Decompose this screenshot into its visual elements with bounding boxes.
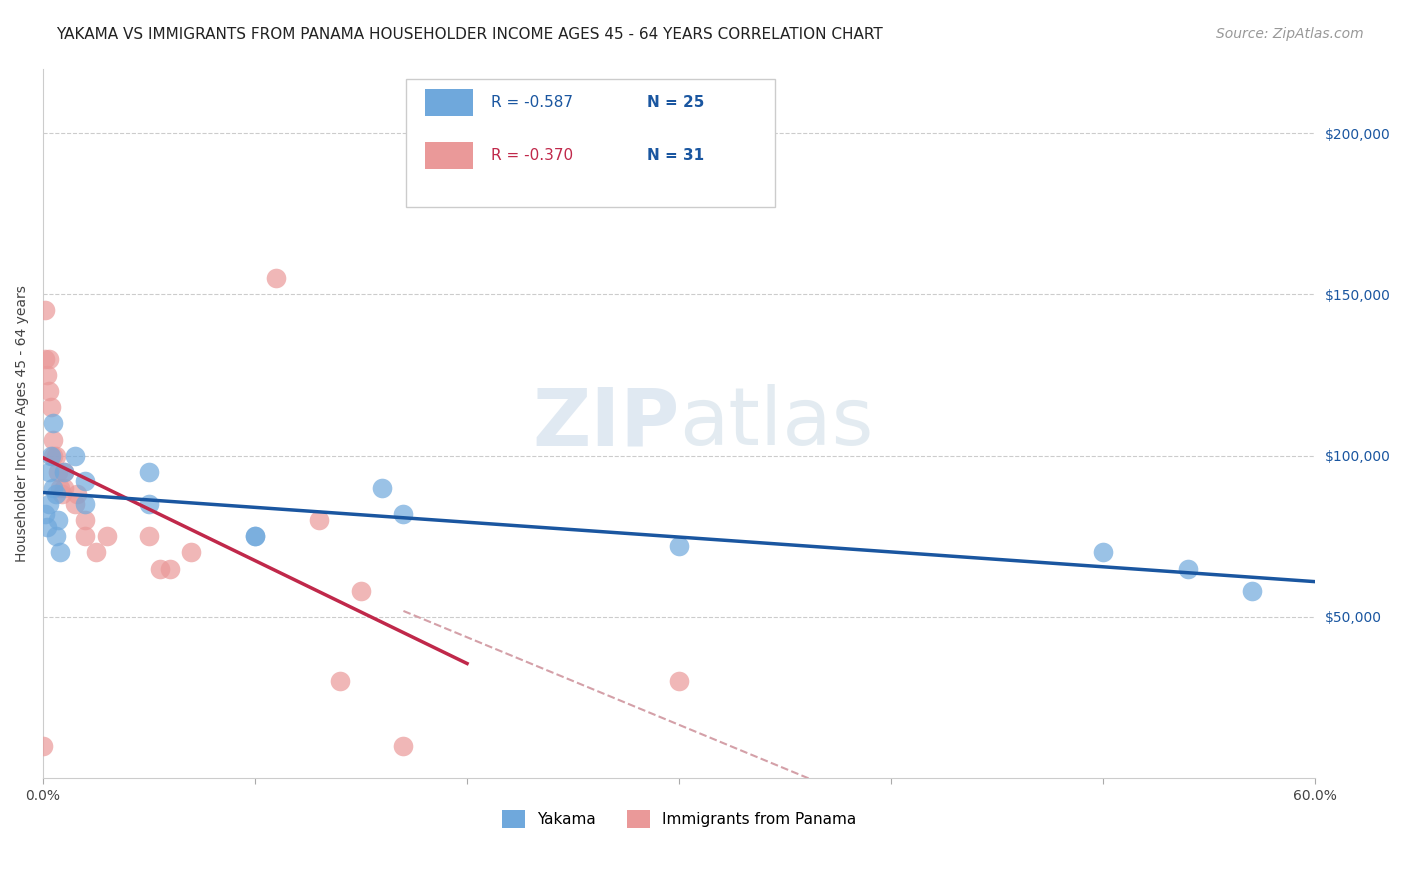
Point [138,497,160,511]
Point [46,513,69,527]
Text: R = -0.587: R = -0.587 [491,95,572,110]
Point [41,401,63,415]
Point [264,271,287,285]
Point [53,465,76,479]
Legend: Yakama, Immigrants from Panama: Yakama, Immigrants from Panama [496,804,862,834]
Point [42,481,65,495]
Point [1177,561,1199,575]
FancyBboxPatch shape [425,143,472,169]
Point [329,674,352,689]
Point [63,449,86,463]
Text: N = 31: N = 31 [647,148,704,163]
Point [37,519,59,533]
Point [138,529,160,543]
Point [63,497,86,511]
FancyBboxPatch shape [405,79,775,207]
Point [392,507,415,521]
Point [45,529,67,543]
Y-axis label: Householder Income Ages 45 - 64 years: Householder Income Ages 45 - 64 years [15,285,30,562]
Point [350,584,373,599]
Point [668,539,690,553]
Point [180,545,202,559]
Point [75,475,97,489]
Text: atlas: atlas [679,384,873,462]
Point [1092,545,1115,559]
Point [148,561,170,575]
Point [243,529,266,543]
Point [32,739,55,753]
Point [66,487,89,501]
Point [75,497,97,511]
Point [668,674,690,689]
Point [42,449,65,463]
Point [159,561,181,575]
Point [75,513,97,527]
Point [138,465,160,479]
Point [34,351,56,366]
Point [243,529,266,543]
Point [51,487,73,501]
Point [49,545,72,559]
Point [38,497,60,511]
Point [45,487,67,501]
Point [34,303,56,318]
Text: ZIP: ZIP [531,384,679,462]
Point [45,449,67,463]
Point [34,507,56,521]
Text: N = 25: N = 25 [647,95,704,110]
Point [38,384,60,398]
Point [96,529,118,543]
Point [37,368,59,382]
Point [42,417,65,431]
FancyBboxPatch shape [425,89,472,116]
Point [1240,584,1263,599]
Point [308,513,330,527]
Point [75,529,97,543]
Point [53,481,76,495]
Point [42,433,65,447]
Point [49,481,72,495]
Point [38,351,60,366]
Point [392,739,415,753]
Point [53,465,76,479]
Point [38,465,60,479]
Text: YAKAMA VS IMMIGRANTS FROM PANAMA HOUSEHOLDER INCOME AGES 45 - 64 YEARS CORRELATI: YAKAMA VS IMMIGRANTS FROM PANAMA HOUSEHO… [56,27,883,42]
Point [84,545,107,559]
Text: R = -0.370: R = -0.370 [491,148,572,163]
Point [41,449,63,463]
Text: Source: ZipAtlas.com: Source: ZipAtlas.com [1216,27,1364,41]
Point [46,465,69,479]
Point [371,481,394,495]
